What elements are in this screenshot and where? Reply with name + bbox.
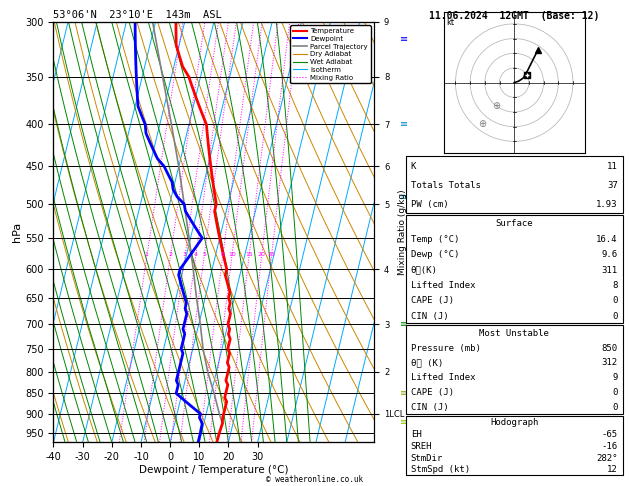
Text: 311: 311 bbox=[601, 265, 618, 275]
Text: 282°: 282° bbox=[596, 453, 618, 463]
Text: EH: EH bbox=[411, 430, 421, 439]
Text: Totals Totals: Totals Totals bbox=[411, 181, 481, 190]
Text: ≡: ≡ bbox=[400, 192, 408, 202]
Text: 20: 20 bbox=[257, 252, 265, 257]
Text: ≡: ≡ bbox=[400, 120, 408, 129]
Text: ≡: ≡ bbox=[400, 417, 408, 427]
Text: CIN (J): CIN (J) bbox=[411, 312, 448, 321]
Text: StmSpd (kt): StmSpd (kt) bbox=[411, 466, 470, 474]
Text: 11: 11 bbox=[607, 161, 618, 171]
Text: 1.93: 1.93 bbox=[596, 200, 618, 209]
Y-axis label: km
ASL: km ASL bbox=[410, 232, 426, 251]
Text: 11.06.2024  12GMT  (Base: 12): 11.06.2024 12GMT (Base: 12) bbox=[429, 11, 599, 21]
Text: Dewp (°C): Dewp (°C) bbox=[411, 250, 459, 259]
Text: ≡: ≡ bbox=[400, 319, 408, 329]
Text: PW (cm): PW (cm) bbox=[411, 200, 448, 209]
Text: 5: 5 bbox=[202, 252, 206, 257]
Text: 0: 0 bbox=[612, 312, 618, 321]
Text: 0: 0 bbox=[612, 403, 618, 412]
Text: θᴄ(K): θᴄ(K) bbox=[411, 265, 438, 275]
Text: 9.6: 9.6 bbox=[601, 250, 618, 259]
Text: SREH: SREH bbox=[411, 442, 432, 451]
Text: StmDir: StmDir bbox=[411, 453, 443, 463]
Legend: Temperature, Dewpoint, Parcel Trajectory, Dry Adiabat, Wet Adiabat, Isotherm, Mi: Temperature, Dewpoint, Parcel Trajectory… bbox=[290, 25, 370, 83]
Text: ⊕: ⊕ bbox=[478, 119, 486, 129]
Text: CIN (J): CIN (J) bbox=[411, 403, 448, 412]
Text: CAPE (J): CAPE (J) bbox=[411, 296, 454, 305]
Text: K: K bbox=[411, 161, 416, 171]
Text: Pressure (mb): Pressure (mb) bbox=[411, 344, 481, 353]
Text: 16.4: 16.4 bbox=[596, 235, 618, 243]
Text: 0: 0 bbox=[612, 296, 618, 305]
Text: 3: 3 bbox=[183, 252, 187, 257]
Text: -65: -65 bbox=[601, 430, 618, 439]
Text: CAPE (J): CAPE (J) bbox=[411, 388, 454, 397]
Text: 312: 312 bbox=[601, 359, 618, 367]
Text: 53°06'N  23°10'E  143m  ASL: 53°06'N 23°10'E 143m ASL bbox=[53, 10, 222, 20]
Text: ≡: ≡ bbox=[400, 35, 408, 44]
Text: 8: 8 bbox=[221, 252, 225, 257]
Text: 8: 8 bbox=[612, 281, 618, 290]
Text: Lifted Index: Lifted Index bbox=[411, 373, 476, 382]
Text: 4: 4 bbox=[194, 252, 198, 257]
Text: Lifted Index: Lifted Index bbox=[411, 281, 476, 290]
Text: 37: 37 bbox=[607, 181, 618, 190]
Text: ⊕: ⊕ bbox=[493, 101, 501, 111]
X-axis label: Dewpoint / Temperature (°C): Dewpoint / Temperature (°C) bbox=[139, 465, 289, 475]
Text: 0: 0 bbox=[612, 388, 618, 397]
Text: 25: 25 bbox=[267, 252, 276, 257]
Text: θᴄ (K): θᴄ (K) bbox=[411, 359, 443, 367]
Text: © weatheronline.co.uk: © weatheronline.co.uk bbox=[266, 475, 363, 484]
Text: 1: 1 bbox=[145, 252, 148, 257]
Text: Hodograph: Hodograph bbox=[490, 418, 538, 427]
Text: 2: 2 bbox=[169, 252, 172, 257]
Text: 850: 850 bbox=[601, 344, 618, 353]
Text: -16: -16 bbox=[601, 442, 618, 451]
Text: 9: 9 bbox=[612, 373, 618, 382]
Text: 12: 12 bbox=[607, 466, 618, 474]
Text: Mixing Ratio (g/kg): Mixing Ratio (g/kg) bbox=[398, 189, 407, 275]
Text: 10: 10 bbox=[228, 252, 236, 257]
Text: 15: 15 bbox=[245, 252, 253, 257]
Text: ≡: ≡ bbox=[400, 388, 408, 399]
Text: Temp (°C): Temp (°C) bbox=[411, 235, 459, 243]
Text: Most Unstable: Most Unstable bbox=[479, 329, 549, 338]
Text: Surface: Surface bbox=[496, 219, 533, 228]
Y-axis label: hPa: hPa bbox=[13, 222, 23, 242]
Text: kt: kt bbox=[447, 18, 455, 27]
